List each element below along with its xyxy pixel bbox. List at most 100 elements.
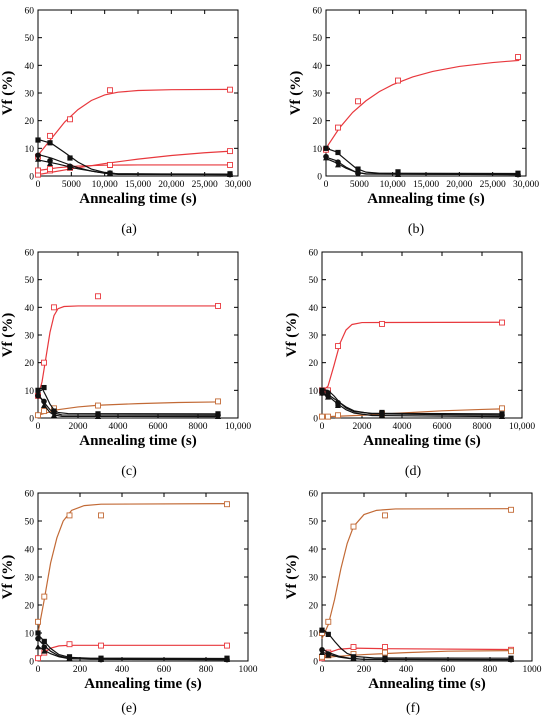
y-tick-label: 20 (313, 117, 323, 127)
data-point (35, 630, 41, 636)
plot-frame (321, 251, 523, 419)
fit-curve (37, 305, 218, 397)
x-axis-label: Annealing time (s) (367, 191, 485, 207)
series-5 (35, 643, 230, 662)
data-point (95, 293, 101, 300)
y-axis-label: Vf (%) (0, 313, 16, 358)
data-point (350, 655, 357, 661)
x-tick-label: 800 (199, 665, 214, 675)
x-tick-label: 5000 (62, 180, 81, 190)
panel-label: (e) (121, 701, 137, 716)
y-axis-label: Vf (%) (0, 71, 16, 116)
chart-panel-3: 0 10 20 30 40 50 60 0 2000 4000 6000 8000 10,000 Anne… (0, 249, 251, 480)
data-point (508, 648, 514, 655)
series-1 (319, 319, 505, 394)
data-point (499, 319, 505, 326)
x-tick-label: 0 (320, 422, 325, 432)
data-point (325, 652, 332, 658)
y-tick-label: 10 (313, 145, 323, 155)
x-tick-label: 6000 (149, 422, 168, 432)
series-1 (323, 54, 521, 153)
data-point (35, 655, 41, 662)
y-tick-label: 20 (25, 359, 35, 369)
panel-label: (d) (405, 464, 422, 479)
data-point (95, 402, 101, 409)
x-tick-label: 8000 (473, 422, 492, 432)
fit-curve (37, 633, 228, 660)
y-tick-label: 30 (25, 332, 35, 342)
data-point (41, 638, 47, 644)
data-point (41, 644, 48, 650)
data-point (98, 642, 104, 649)
y-tick-label: 50 (25, 276, 35, 286)
y-tick-label: 50 (25, 518, 35, 528)
x-tick-label: 200 (357, 665, 372, 675)
data-point (515, 54, 521, 60)
x-tick-label: 20,000 (158, 180, 184, 190)
series-5 (35, 389, 221, 420)
y-tick-label: 40 (25, 546, 35, 556)
y-tick-label: 50 (309, 518, 319, 528)
fit-curve (37, 503, 228, 634)
fit-curve (325, 158, 520, 176)
x-tick-label: 1000 (523, 665, 542, 675)
fit-curve (37, 88, 232, 156)
panel-label: (b) (408, 222, 425, 237)
data-point (325, 631, 331, 637)
x-tick-label: 400 (399, 665, 414, 675)
data-point (227, 171, 233, 178)
data-point (224, 501, 230, 508)
x-tick-label: 10,000 (509, 422, 535, 432)
data-point (335, 161, 341, 168)
x-tick-label: 4000 (109, 422, 128, 432)
y-tick-label: 30 (25, 574, 35, 584)
x-tick-label: 30,000 (513, 180, 539, 190)
x-tick-label: 25,000 (480, 180, 506, 190)
plot-frame (37, 251, 239, 419)
y-tick-label: 40 (25, 304, 35, 314)
x-tick-label: 1000 (239, 665, 258, 675)
y-axis-label: Vf (%) (288, 71, 304, 116)
series-3 (35, 161, 233, 174)
data-point (66, 655, 73, 661)
panel-label: (f) (406, 701, 420, 716)
y-tick-label: 40 (309, 304, 319, 314)
data-point (51, 304, 57, 311)
data-point (215, 303, 221, 309)
fit-curve (321, 408, 503, 418)
x-tick-label: 200 (73, 665, 88, 675)
x-tick-label: 400 (115, 665, 130, 675)
data-point (508, 656, 514, 662)
series-5 (319, 389, 505, 420)
y-tick-label: 0 (29, 415, 34, 425)
data-point (319, 389, 325, 396)
data-point (41, 648, 48, 654)
data-point (395, 77, 401, 84)
data-point (66, 512, 73, 519)
y-tick-label: 0 (317, 173, 322, 183)
x-tick-label: 30,000 (225, 180, 251, 190)
data-point (499, 413, 505, 420)
data-point (379, 412, 385, 418)
data-point (227, 148, 233, 155)
x-axis-label: Annealing time (s) (79, 191, 197, 207)
y-tick-label: 10 (25, 145, 35, 155)
data-point (335, 412, 341, 419)
x-tick-label: 0 (324, 180, 329, 190)
y-tick-label: 10 (309, 630, 319, 640)
fit-curve (37, 164, 232, 172)
data-point (41, 402, 47, 408)
fit-curve (37, 387, 219, 415)
data-point (323, 145, 329, 151)
y-tick-label: 30 (25, 90, 35, 100)
x-axis-label: Annealing time (s) (363, 433, 481, 449)
data-point (51, 412, 57, 418)
data-point (107, 161, 113, 168)
data-point (319, 413, 325, 420)
fit-curve (321, 321, 503, 393)
x-tick-label: 4000 (393, 422, 412, 432)
data-point (47, 160, 53, 166)
